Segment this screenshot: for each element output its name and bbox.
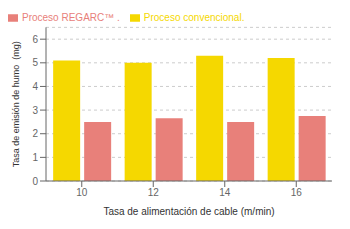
html-text:Proceso REGARC™ .: Proceso REGARC™ . bbox=[22, 12, 120, 23]
svg-text:4: 4 bbox=[32, 81, 38, 92]
svg-text:10: 10 bbox=[76, 187, 88, 198]
svg-text:6: 6 bbox=[32, 34, 38, 45]
svg-text:0: 0 bbox=[32, 176, 38, 187]
svg-text:Tasa de alimentación de cable: Tasa de alimentación de cable (m/min) bbox=[103, 206, 274, 217]
svg-text:16: 16 bbox=[291, 187, 303, 198]
svg-text:3: 3 bbox=[32, 105, 38, 116]
html-text:Proceso convencional.: Proceso convencional. bbox=[143, 12, 245, 23]
svg-text:Tasa de emisión de humo (mg): Tasa de emisión de humo (mg) bbox=[11, 41, 21, 167]
svg-text:12: 12 bbox=[148, 187, 160, 198]
svg-text:14: 14 bbox=[219, 187, 231, 198]
svg-text:5: 5 bbox=[32, 57, 38, 68]
svg-text:1: 1 bbox=[32, 152, 38, 163]
svg-text:2: 2 bbox=[32, 128, 38, 139]
